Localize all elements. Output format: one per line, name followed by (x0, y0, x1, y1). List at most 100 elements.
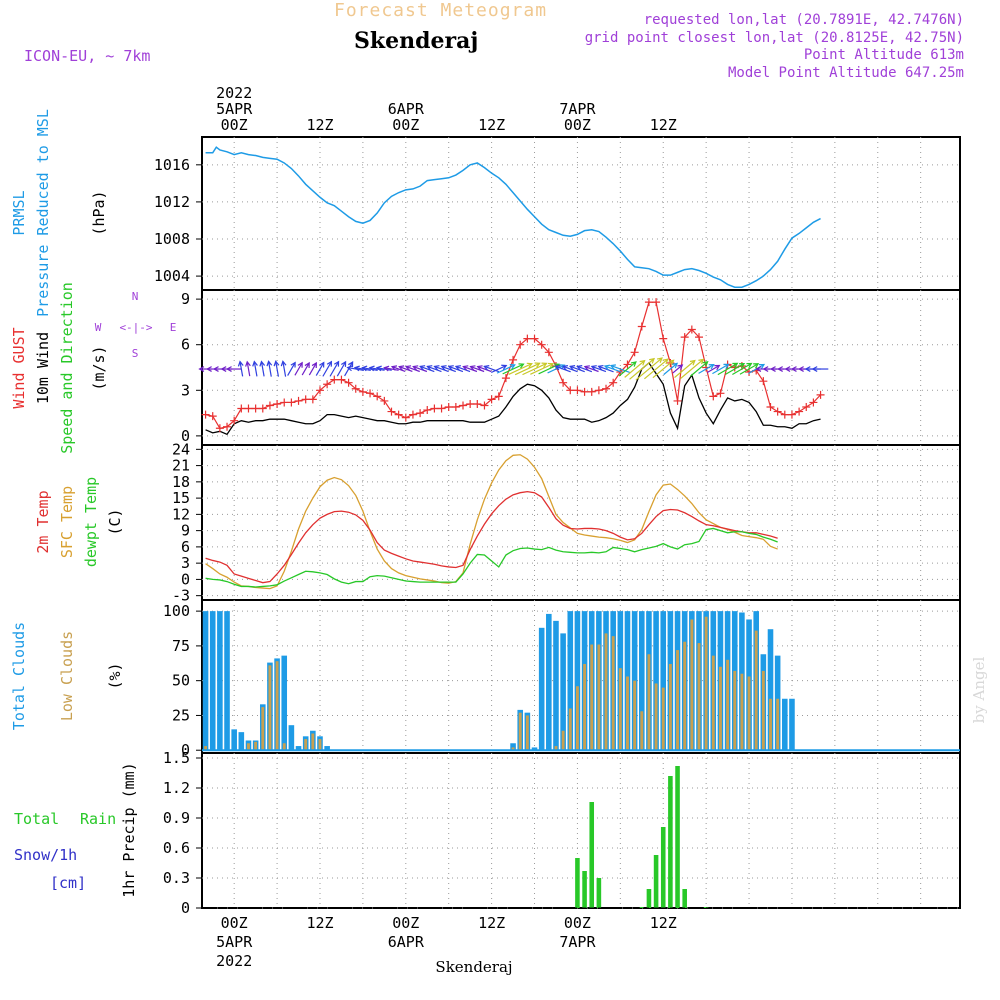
wind-arrow (315, 362, 325, 376)
rain-bar (653, 855, 659, 908)
wind-arrow (698, 364, 715, 374)
low-clouds-bar (668, 663, 672, 751)
wind-arrow-head (419, 365, 426, 371)
top-time-label: 2022 (216, 84, 252, 102)
gust-marker (802, 403, 811, 412)
gust-marker (480, 401, 489, 410)
gust-marker (780, 410, 789, 419)
wind-arrow (522, 362, 547, 376)
wind-arrow (717, 362, 738, 376)
low-clouds-bar (633, 680, 637, 751)
wind-arrow-head (447, 365, 454, 371)
gust-marker (451, 403, 460, 412)
wind-arrow (706, 365, 720, 374)
low-clouds-bar (740, 673, 744, 751)
compass-rose: N W <-|-> E S (95, 290, 177, 360)
top-time-label: 12Z (306, 116, 333, 134)
gust-marker (459, 401, 468, 410)
bottom-time-label: 2022 (216, 952, 252, 970)
clouds-y-tick-label: 50 (172, 672, 190, 690)
precip-panel-frame (201, 752, 961, 909)
wind-arrow (598, 365, 614, 373)
low-clouds-bar (261, 707, 265, 751)
wind-arrow-head (547, 362, 555, 369)
wind-arrow-head (198, 366, 205, 372)
wind-arrow (260, 361, 265, 377)
wind-arrow-head (433, 365, 440, 371)
total-clouds-bar (789, 698, 795, 751)
pressure-y-tick-label: 1016 (154, 156, 190, 174)
precip-rain-label: Rain (80, 810, 116, 828)
low-clouds-bar (568, 708, 572, 751)
gust-marker (201, 410, 210, 419)
wind-arrow (629, 358, 655, 380)
low-clouds-bar (597, 644, 601, 751)
low-clouds-bar (747, 676, 751, 751)
wind-arrow (384, 367, 399, 371)
gust-marker (523, 334, 532, 343)
wind-arrow-head (784, 366, 791, 372)
wind-arrow-head (462, 365, 469, 371)
wind-arrow (420, 365, 435, 373)
wind-arrow-head (804, 366, 811, 372)
total-clouds-bar (295, 746, 302, 751)
wind-arrow (347, 366, 364, 372)
wind-arrow (679, 358, 704, 380)
pressure-label-2: Pressure Reduced to MSL (34, 109, 52, 317)
total-clouds-bar (574, 611, 581, 751)
sfc-series-line (205, 454, 778, 590)
wind-arrow (652, 359, 674, 379)
wind-arrow (455, 365, 471, 373)
low-clouds-bar (282, 743, 286, 751)
compass-n: N (132, 290, 139, 303)
wind-arrow-head (383, 365, 390, 372)
wind-arrow-head (698, 358, 705, 365)
wind-arrow-head (723, 363, 730, 369)
compass-w: W (95, 321, 102, 334)
rain-bar (646, 889, 652, 908)
gust-marker (580, 387, 589, 396)
gust-marker (294, 396, 303, 405)
wind-arrow (514, 362, 540, 376)
wind-arrow-head (501, 364, 508, 370)
total-clouds-bar (231, 729, 237, 751)
total-clouds-bar (510, 743, 516, 751)
wind-arrow-head (259, 360, 266, 367)
gust-marker (544, 348, 553, 357)
top-time-label: 6APR (388, 100, 425, 118)
gust-marker (509, 355, 518, 364)
compass-e: E (170, 321, 177, 334)
wind-arrow-head (266, 360, 273, 367)
gust-marker (787, 410, 796, 419)
temp-y-tick-label: 15 (172, 489, 190, 507)
precip-total-label: Total (14, 810, 59, 828)
wind-arrow-head (297, 361, 303, 368)
gust-marker (623, 360, 632, 369)
gust-marker (437, 404, 446, 413)
gust-marker (344, 378, 353, 387)
low-clouds-bar (654, 683, 658, 751)
wind-arrow (712, 363, 729, 375)
wind-arrow-head (603, 364, 610, 371)
gust-marker (759, 377, 768, 386)
compass-row: <-|-> (119, 321, 152, 334)
wind-arrow-head (469, 365, 476, 371)
gust-marker (380, 396, 389, 405)
wind-arrow-head (346, 365, 353, 372)
gust-marker (659, 334, 668, 343)
rain-bar (589, 802, 595, 908)
low-clouds-bar (676, 650, 679, 751)
gust-marker (566, 386, 575, 395)
total-clouds-bar (281, 655, 288, 751)
wind-arrow (391, 366, 406, 372)
wind-arrow (725, 363, 745, 375)
wind-arrow-head (790, 366, 797, 372)
wind-label: 10m Wind (34, 332, 52, 404)
low-clouds-label: Low Clouds (58, 631, 76, 721)
wind-arrow (484, 365, 500, 373)
wind-arrow-head (672, 362, 679, 369)
temp-2m-label: 2m Temp (34, 490, 52, 553)
low-clouds-bar (661, 687, 665, 751)
gust-marker (694, 333, 703, 342)
wind-arrow-head (426, 365, 433, 371)
